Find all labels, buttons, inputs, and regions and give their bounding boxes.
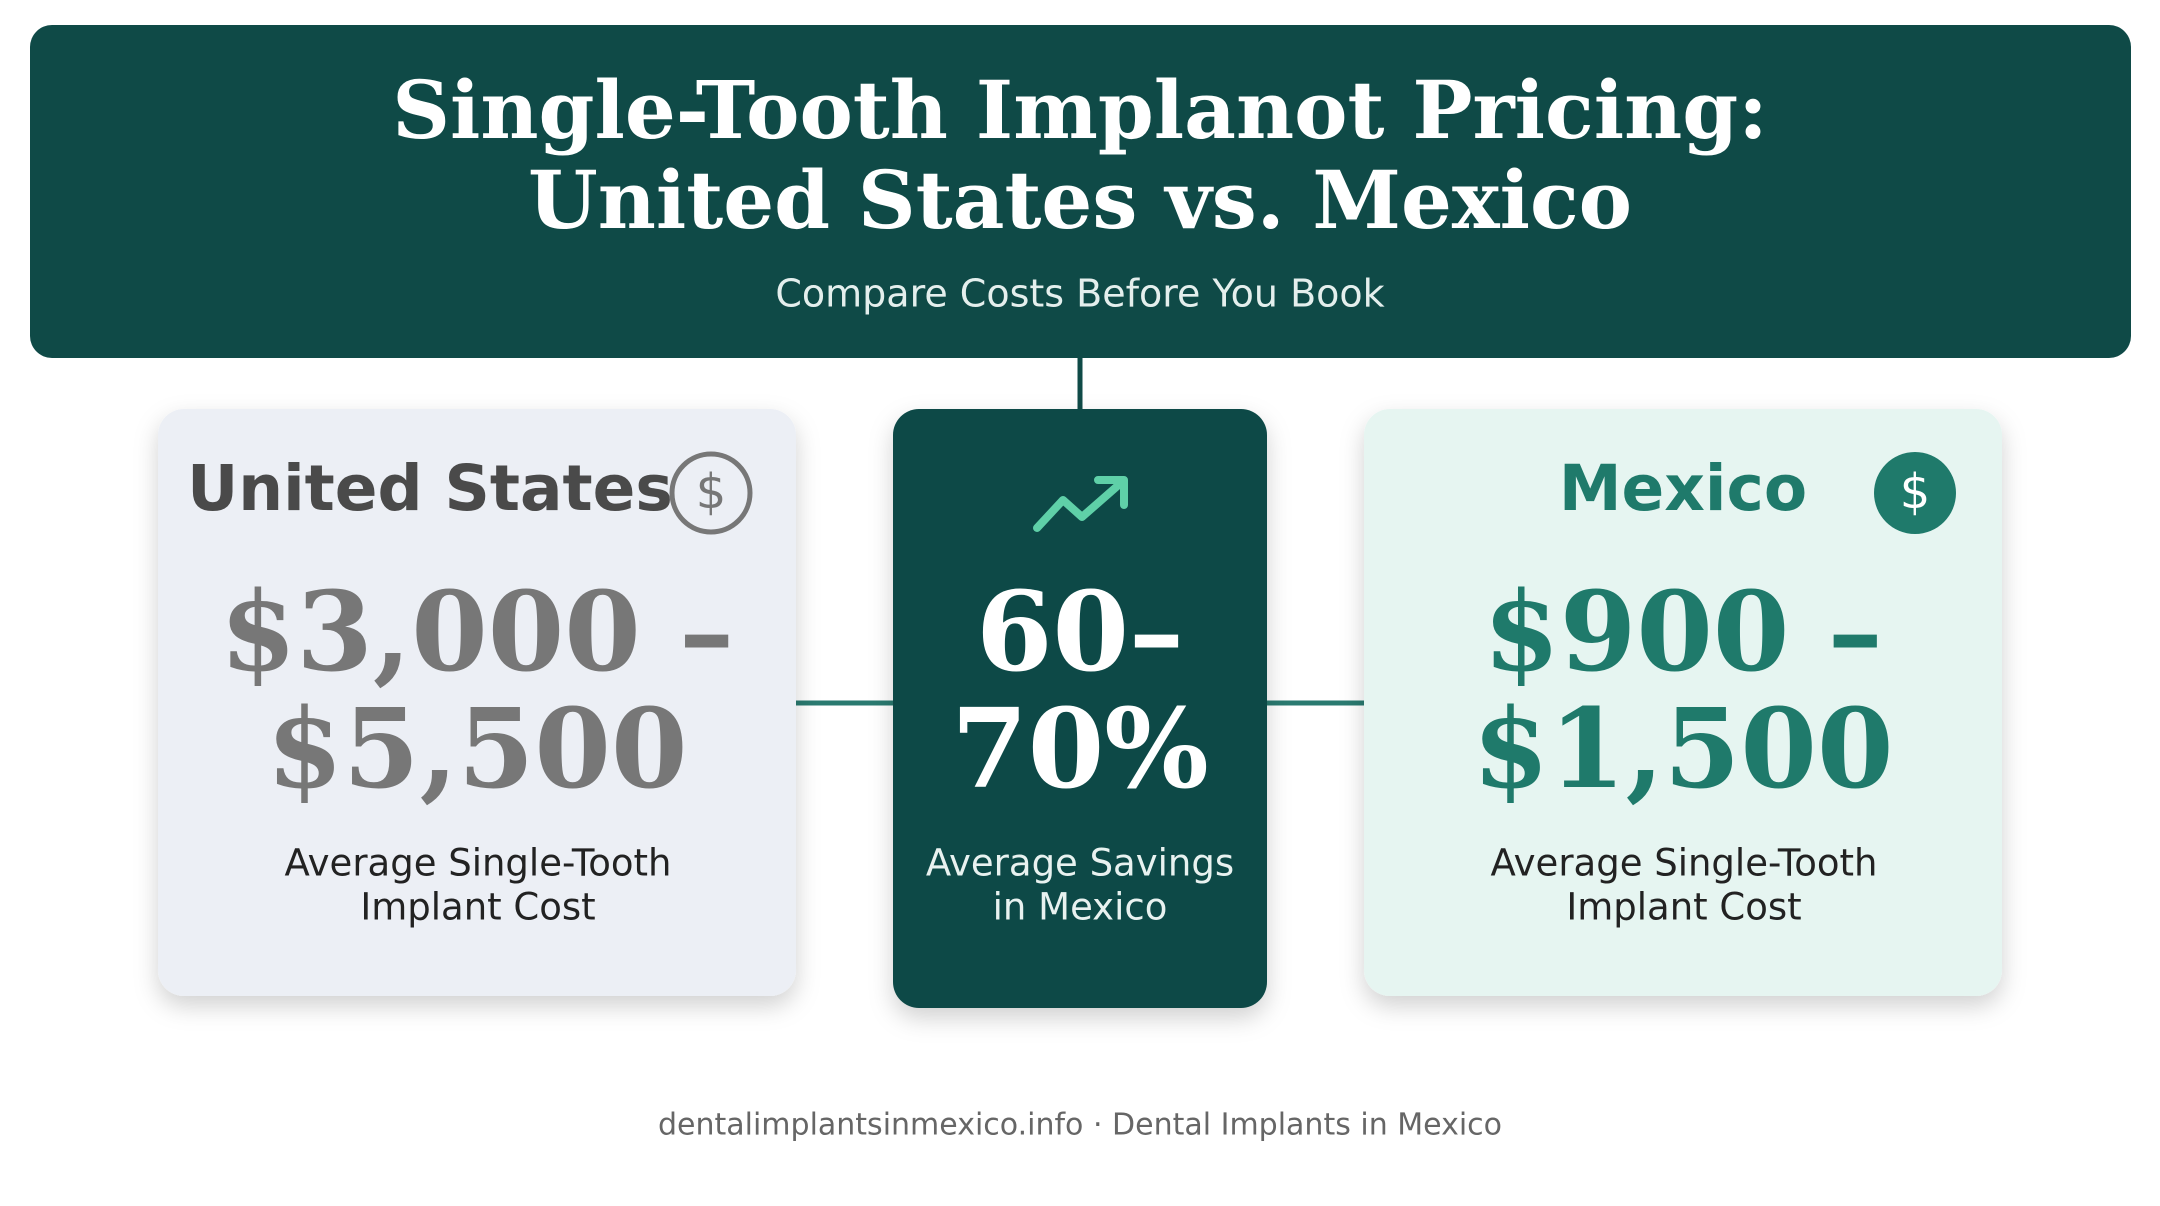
price-line: 70% [951, 684, 1209, 813]
price-line: $1,500 [1473, 684, 1894, 813]
title-line: Single-Tooth Implanot Pricing: [392, 63, 1768, 157]
price-line: 60– [976, 567, 1184, 696]
dollar-icon [669, 451, 753, 535]
price-line: $900 – [1483, 567, 1882, 696]
footer: dentalimplantsinmexico.info · Dental Imp… [658, 1108, 1502, 1143]
caption-line: in Mexico [993, 886, 1168, 929]
card-heading: United States [187, 452, 673, 525]
caption-line: Implant Cost [360, 886, 595, 929]
dollar-icon [1874, 452, 1956, 534]
dollar-glyph: $ [1900, 464, 1931, 520]
price-line: $3,000 – [220, 567, 734, 696]
dollar-glyph: $ [696, 464, 727, 520]
card-heading: Mexico [1559, 452, 1807, 525]
trend-icon [1033, 478, 1126, 532]
caption-line: Average Single-Tooth [285, 842, 672, 885]
card-us [158, 409, 796, 996]
price-line: $5,500 [267, 684, 688, 813]
trend-icon-head [1094, 476, 1128, 509]
header-banner [30, 25, 2131, 358]
caption-line: Implant Cost [1566, 886, 1801, 929]
caption-line: Average Savings [926, 842, 1234, 885]
title-line: United States vs. Mexico [528, 153, 1632, 247]
card-mexico [1364, 409, 2002, 996]
card-savings [893, 409, 1267, 1008]
caption-line: Average Single-Tooth [1491, 842, 1878, 885]
subtitle: Compare Costs Before You Book [775, 272, 1384, 316]
